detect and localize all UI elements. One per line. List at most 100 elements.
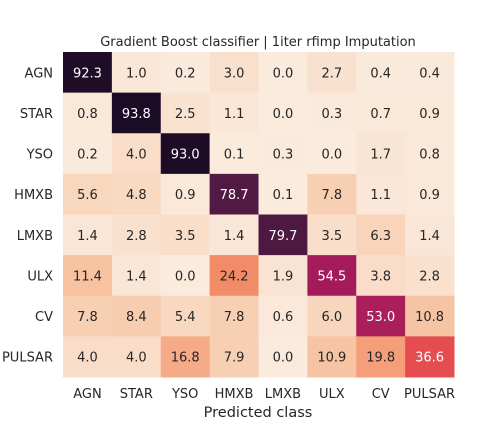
heatmap-cell-hmxb-hmxb <box>209 173 259 215</box>
y-tick-label-yso: YSO <box>26 148 53 163</box>
x-tick-label-yso: YSO <box>171 387 198 402</box>
heatmap-cell-hmxb-agn <box>63 173 113 215</box>
heatmap-cell-value: 79.7 <box>268 229 297 244</box>
chart-title: Gradient Boost classifier | 1iter rfimp … <box>100 35 416 50</box>
heatmap-cell-value: 0.9 <box>175 188 196 203</box>
heatmap-cell-ulx-ulx <box>307 255 357 297</box>
heatmap-cell-value: 7.8 <box>224 310 245 325</box>
x-axis-label: Predicted class <box>204 405 313 421</box>
heatmap-cell-ulx-star <box>111 255 162 297</box>
heatmap-cell-ulx-lmxb <box>258 255 308 297</box>
heatmap-cell-value: 0.9 <box>419 188 440 203</box>
heatmap-cell-value: 1.9 <box>273 269 294 284</box>
heatmap-cell-value: 8.4 <box>126 310 147 325</box>
heatmap-cell-star-agn <box>63 92 113 134</box>
x-tick-label-pulsar: PULSAR <box>404 387 455 402</box>
heatmap-cell-yso-star <box>111 133 162 175</box>
x-tick-label-agn: AGN <box>73 387 101 402</box>
heatmap-cell-cv-agn <box>63 295 113 337</box>
x-tick-label-lmxb: LMXB <box>265 387 301 402</box>
y-tick-label-agn: AGN <box>25 66 53 81</box>
heatmap-cell-hmxb-cv <box>356 173 406 215</box>
heatmap-cell-value: 0.2 <box>77 148 98 163</box>
heatmap-cell-ulx-yso <box>160 255 211 297</box>
heatmap-cell-pulsar-yso <box>160 336 211 378</box>
heatmap-cell-lmxb-ulx <box>307 214 357 256</box>
x-tick-label-hmxb: HMXB <box>215 387 254 402</box>
heatmap-cell-pulsar-hmxb <box>209 336 259 378</box>
heatmap-cell-cv-ulx <box>307 295 357 337</box>
heatmap-cell-yso-pulsar <box>405 133 455 175</box>
heatmap-cell-value: 2.8 <box>126 229 147 244</box>
heatmap-cell-value: 53.0 <box>366 310 395 325</box>
heatmap-cell-value: 0.9 <box>419 107 440 122</box>
heatmap-cell-yso-lmxb <box>258 133 308 175</box>
heatmap-cell-star-star <box>111 92 162 134</box>
heatmap-cell-agn-ulx <box>307 52 357 94</box>
heatmap-cell-agn-hmxb <box>209 52 259 94</box>
heatmap-cell-value: 16.8 <box>171 351 200 366</box>
heatmap-cell-ulx-hmxb <box>209 255 259 297</box>
heatmap-cell-value: 3.5 <box>175 229 196 244</box>
heatmap-cell-value: 92.3 <box>73 66 102 81</box>
heatmap-cell-pulsar-ulx <box>307 336 357 378</box>
heatmap-cell-value: 0.3 <box>273 148 294 163</box>
heatmap-cell-value: 54.5 <box>317 269 346 284</box>
heatmap-cell-value: 0.1 <box>273 188 294 203</box>
heatmap-cell-lmxb-yso <box>160 214 211 256</box>
heatmap-cell-ulx-agn <box>63 255 113 297</box>
y-axis-tick-labels: AGN STAR YSO HMXB LMXB ULX CV PULSAR <box>2 66 53 365</box>
heatmap-cell-yso-yso <box>160 133 211 175</box>
heatmap-cell-hmxb-pulsar <box>405 173 455 215</box>
heatmap-cell-value: 1.4 <box>77 229 98 244</box>
x-tick-label-star: STAR <box>120 387 153 402</box>
heatmap-cell-pulsar-agn <box>63 336 113 378</box>
heatmap-cell-hmxb-lmxb <box>258 173 308 215</box>
heatmap-cell-value: 0.1 <box>224 148 245 163</box>
heatmap-cell-value: 1.4 <box>224 229 245 244</box>
heatmap-cell-hmxb-star <box>111 173 162 215</box>
heatmap-cell-value: 0.0 <box>175 269 196 284</box>
y-tick-label-lmxb: LMXB <box>17 229 53 244</box>
heatmap-cell-lmxb-lmxb <box>258 214 308 256</box>
heatmap-cell-star-lmxb <box>258 92 308 134</box>
heatmap-cell-value: 1.1 <box>370 188 391 203</box>
heatmap-cell-value: 4.0 <box>126 351 147 366</box>
heatmap-cell-pulsar-cv <box>356 336 406 378</box>
heatmap-cell-value: 0.0 <box>273 66 294 81</box>
heatmap-cell-star-hmxb <box>209 92 259 134</box>
heatmap-cell-star-yso <box>160 92 211 134</box>
heatmap-cell-value: 5.4 <box>175 310 196 325</box>
y-tick-label-ulx: ULX <box>27 269 53 284</box>
heatmap-cell-star-cv <box>356 92 406 134</box>
heatmap-cell-value: 0.8 <box>77 107 98 122</box>
heatmap-cell-value: 1.7 <box>370 148 391 163</box>
heatmap-cell-value: 78.7 <box>220 188 249 203</box>
heatmap-cell-value: 1.0 <box>126 66 147 81</box>
heatmap-cell-value: 19.8 <box>366 351 395 366</box>
heatmap-cell-value: 0.4 <box>370 66 391 81</box>
heatmap-cell-value: 2.7 <box>321 66 342 81</box>
heatmap-cell-value: 6.0 <box>321 310 342 325</box>
heatmap-cell-value: 1.4 <box>419 229 440 244</box>
heatmap-cell-lmxb-agn <box>63 214 113 256</box>
heatmap-cell-value: 3.5 <box>321 229 342 244</box>
heatmap-cell-value: 11.4 <box>73 269 102 284</box>
heatmap-cell-value: 4.0 <box>126 148 147 163</box>
x-tick-label-cv: CV <box>372 387 390 402</box>
heatmap-cell-cv-lmxb <box>258 295 308 337</box>
heatmap-cell-pulsar-star <box>111 336 162 378</box>
heatmap-cell-value: 0.0 <box>321 148 342 163</box>
heatmap-cell-value: 0.8 <box>419 148 440 163</box>
heatmap-cell-value: 93.8 <box>122 107 151 122</box>
heatmap-cell-value: 2.5 <box>175 107 196 122</box>
heatmap-cell-value: 2.8 <box>419 269 440 284</box>
heatmap-cell-value: 0.6 <box>273 310 294 325</box>
heatmap-cell-value: 0.4 <box>419 66 440 81</box>
heatmap-cell-yso-cv <box>356 133 406 175</box>
heatmap-cell-ulx-cv <box>356 255 406 297</box>
heatmap-cell-value: 0.3 <box>321 107 342 122</box>
heatmap-cell-lmxb-hmxb <box>209 214 259 256</box>
heatmap-cell-value: 93.0 <box>171 148 200 163</box>
